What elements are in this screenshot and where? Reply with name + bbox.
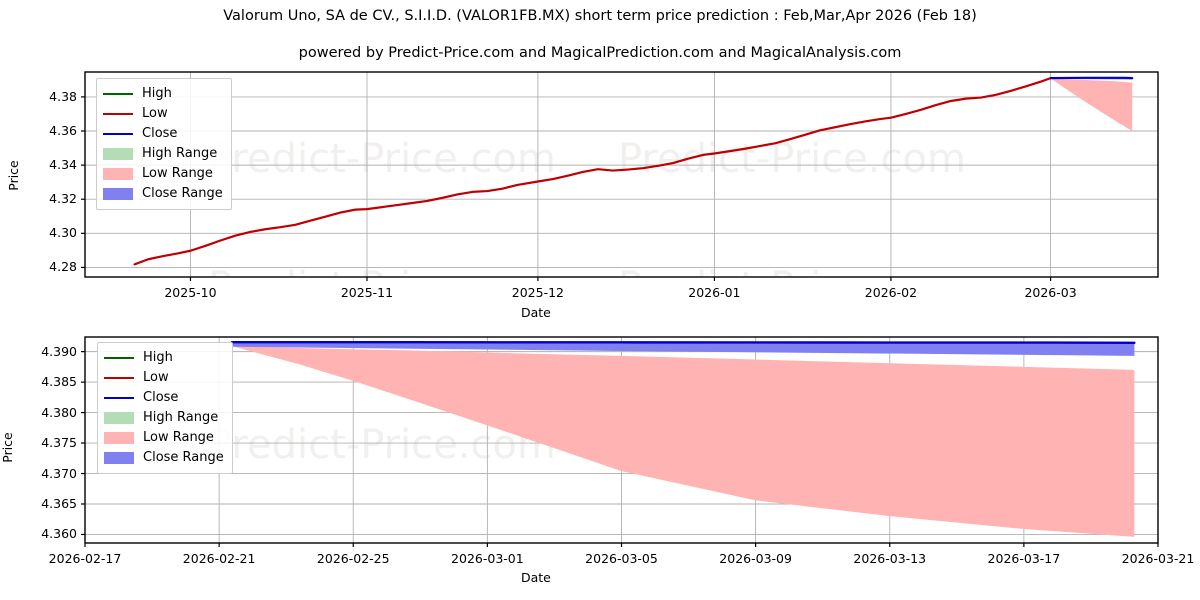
y-axis-tick-label: 4.30 [49, 225, 77, 241]
band-close-range [232, 341, 1135, 356]
bottom-chart-xlabel: Date [521, 570, 551, 585]
legend-item-close: Close [103, 124, 223, 144]
watermark-text: Predict-Price.com [208, 136, 556, 182]
legend-patch-swatch [104, 432, 134, 444]
legend-item-low-range: Low Range [104, 428, 224, 448]
legend-item-low: Low [103, 104, 223, 124]
top-chart-xlabel: Date [521, 305, 551, 320]
x-axis-tick-label: 2026-02-17 [48, 551, 122, 566]
legend-line-swatch [104, 357, 134, 359]
y-axis-tick-label: 4.365 [41, 495, 77, 511]
x-axis-tick-label: 2026-01 [688, 285, 741, 300]
x-axis-tick-label: 2026-03-05 [585, 551, 658, 566]
plot-border [84, 71, 1159, 278]
y-axis-tick-label: 4.34 [49, 157, 77, 173]
legend-item-label: Low [142, 106, 168, 121]
x-axis-tick-label: 2026-03-09 [719, 551, 792, 566]
y-axis-tick-label: 4.380 [41, 404, 77, 420]
legend-item-label: Low [143, 370, 169, 385]
legend-line-swatch [104, 377, 134, 379]
series-line-close [230, 340, 1136, 344]
legend-item-high: High [103, 84, 223, 104]
top-chart-legend: High Low Close High Range Low Range Close Ran… [96, 78, 232, 210]
page-subtitle: powered by Predict-Price.com and Magical… [298, 45, 902, 61]
series-line-low [133, 77, 1052, 266]
y-axis-tick-label: 4.38 [49, 88, 77, 104]
page-title: Valorum Uno, SA de CV., S.I.I.D. (VALOR1… [223, 8, 977, 24]
legend-patch-swatch [103, 188, 133, 200]
legend-item-label: High Range [143, 410, 219, 425]
legend-line-swatch [103, 93, 133, 95]
x-axis-tick-label: 2026-02-25 [316, 551, 390, 566]
legend-item-close-range: Close Range [104, 448, 224, 468]
legend-item-close-range: Close Range [103, 184, 223, 204]
x-axis-tick-label: 2026-03-01 [451, 551, 524, 566]
x-axis-tick-label: 2025-12 [511, 285, 565, 300]
x-axis-tick-label: 2026-03-17 [987, 551, 1061, 566]
legend-item-label: High Range [142, 146, 218, 161]
legend-patch-swatch [103, 148, 133, 160]
legend-item-label: Close [143, 390, 179, 405]
legend-patch-swatch [104, 412, 134, 424]
y-axis-tick-label: 4.385 [41, 374, 77, 390]
legend-line-swatch [104, 397, 134, 399]
watermark-text: Predict-Price.com [208, 422, 556, 468]
y-axis-tick-label: 4.36 [49, 123, 77, 138]
watermark-text: Predict-Price.com [618, 136, 966, 182]
legend-item-close: Close [104, 388, 224, 408]
x-axis-tick-label: 2026-03 [1024, 285, 1077, 300]
x-axis-tick-label: 2026-02 [864, 285, 918, 300]
x-axis-tick-label: 2025-10 [164, 285, 217, 300]
y-axis-tick-label: 4.32 [49, 191, 77, 207]
legend-line-swatch [103, 133, 133, 135]
legend-item-high-range: High Range [103, 144, 223, 164]
y-axis-tick-label: 4.370 [41, 465, 77, 481]
y-axis-tick-label: 4.360 [41, 526, 77, 542]
legend-item-label: High [143, 350, 173, 365]
legend-item-label: Close Range [142, 186, 223, 201]
band-low-range [1050, 78, 1133, 132]
y-axis-tick-label: 4.375 [41, 435, 77, 451]
bottom-chart-legend: High Low Close High Range Low Range Close Ran… [97, 342, 233, 474]
x-axis-tick-label: 2025-11 [340, 285, 394, 300]
legend-item-high: High [104, 348, 224, 368]
legend-item-label: Close Range [143, 450, 224, 465]
legend-line-swatch [103, 113, 133, 115]
legend-item-label: Low Range [142, 166, 213, 181]
legend-patch-swatch [104, 452, 134, 464]
legend-item-label: High [142, 86, 172, 101]
x-axis-tick-label: 2026-02-21 [182, 551, 256, 566]
y-axis-tick-label: 4.28 [49, 259, 77, 275]
legend-patch-swatch [103, 168, 133, 180]
legend-item-low: Low [104, 368, 224, 388]
legend-item-label: Low Range [143, 430, 214, 445]
x-axis-tick-label: 2026-03-13 [853, 551, 927, 566]
top-chart-panel: Predict-Price.com Predict-Price.com Predic… [6, 71, 1159, 320]
band-low-range [232, 346, 1135, 537]
y-axis-tick-label: 4.390 [41, 343, 77, 359]
legend-item-low-range: Low Range [103, 164, 223, 184]
legend-item-high-range: High Range [104, 408, 224, 428]
x-axis-tick-label: 2026-03-21 [1121, 551, 1195, 566]
legend-item-label: Close [142, 126, 178, 141]
top-chart-plot: Predict-Price.com Predict-Price.comPredic… [81, 71, 1159, 281]
